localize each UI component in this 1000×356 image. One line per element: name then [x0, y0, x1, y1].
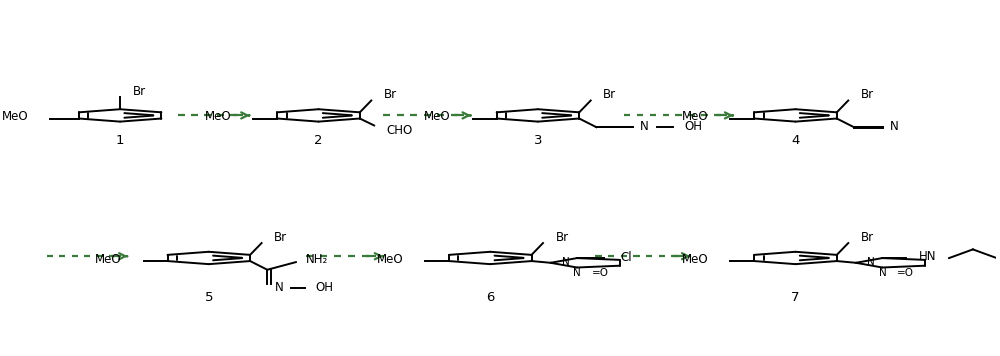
- Text: Br: Br: [556, 231, 569, 244]
- Text: Br: Br: [861, 88, 874, 101]
- Text: HN: HN: [919, 250, 937, 262]
- Text: Br: Br: [603, 88, 616, 101]
- Text: =O: =O: [592, 268, 609, 278]
- Text: CHO: CHO: [387, 124, 413, 137]
- Text: Br: Br: [384, 88, 397, 101]
- Text: MeO: MeO: [2, 110, 28, 123]
- Text: MeO: MeO: [95, 253, 122, 266]
- Text: MeO: MeO: [682, 253, 708, 266]
- Text: N: N: [867, 257, 875, 267]
- Text: 7: 7: [791, 291, 800, 304]
- Text: Cl: Cl: [621, 251, 632, 263]
- Text: 3: 3: [534, 134, 542, 147]
- Text: 2: 2: [314, 134, 323, 147]
- Text: =O: =O: [897, 268, 914, 278]
- Text: Br: Br: [133, 85, 146, 98]
- Text: MeO: MeO: [682, 110, 708, 123]
- Text: MeO: MeO: [424, 110, 451, 123]
- Text: 5: 5: [205, 291, 213, 304]
- Text: OH: OH: [316, 281, 334, 294]
- Text: Br: Br: [861, 231, 874, 244]
- Text: MeO: MeO: [205, 110, 231, 123]
- Text: 1: 1: [116, 134, 124, 147]
- Text: N: N: [562, 257, 570, 267]
- Text: NH₂: NH₂: [306, 253, 328, 266]
- Text: OH: OH: [685, 120, 703, 133]
- Text: N: N: [640, 120, 648, 133]
- Text: N: N: [879, 268, 886, 278]
- Text: 6: 6: [486, 291, 494, 304]
- Text: 4: 4: [791, 134, 800, 147]
- Text: N: N: [275, 281, 284, 294]
- Text: N: N: [573, 268, 581, 278]
- Text: MeO: MeO: [377, 253, 403, 266]
- Text: Br: Br: [274, 231, 287, 244]
- Text: N: N: [890, 120, 898, 133]
